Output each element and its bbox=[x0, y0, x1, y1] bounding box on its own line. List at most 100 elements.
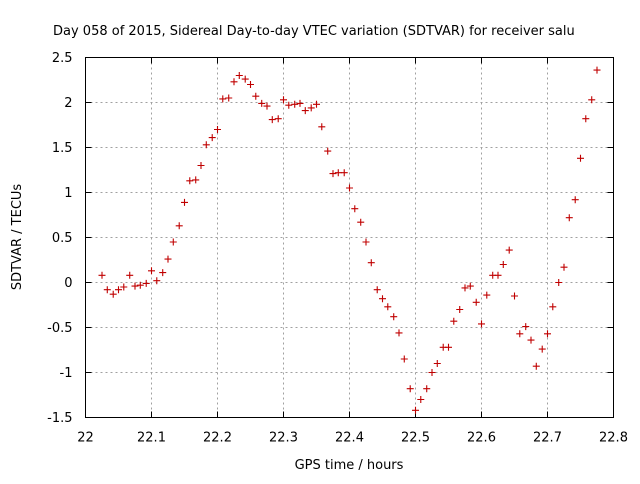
x-tick-label: 22.3 bbox=[269, 431, 298, 446]
data-point bbox=[532, 362, 540, 370]
data-point bbox=[588, 96, 596, 104]
data-point bbox=[522, 323, 530, 331]
data-point bbox=[115, 286, 122, 294]
x-tick-label: 22.6 bbox=[467, 431, 496, 446]
data-point bbox=[291, 100, 299, 108]
data-point bbox=[450, 317, 458, 325]
grid-lines bbox=[85, 57, 614, 418]
x-tick-labels: 22 22.1 22.2 22.3 22.4 22.5 22.6 22.7 22.8 bbox=[77, 431, 628, 446]
data-point bbox=[555, 279, 563, 286]
data-point bbox=[285, 101, 293, 109]
y-tick-label: 2 bbox=[64, 96, 72, 111]
y-tick-label: 2.5 bbox=[52, 51, 73, 66]
data-point bbox=[301, 107, 309, 115]
data-point bbox=[549, 303, 557, 311]
x-axis-label: GPS time / hours bbox=[295, 458, 404, 473]
data-point bbox=[527, 336, 535, 344]
data-point bbox=[280, 96, 287, 104]
data-point bbox=[423, 385, 431, 393]
data-point bbox=[412, 406, 419, 414]
data-point bbox=[516, 330, 524, 338]
x-tick-label: 22.2 bbox=[203, 431, 232, 446]
data-point bbox=[494, 271, 502, 279]
data-point bbox=[329, 170, 337, 178]
y-tick-label: -1 bbox=[60, 366, 73, 381]
data-point bbox=[433, 360, 441, 367]
y-tick-label: 1 bbox=[64, 186, 72, 201]
data-point bbox=[544, 330, 551, 338]
data-point bbox=[483, 291, 491, 299]
chart-title: Day 058 of 2015, Sidereal Day-to-day VTE… bbox=[53, 24, 575, 39]
x-tick-label: 22.5 bbox=[401, 431, 430, 446]
data-point bbox=[362, 238, 370, 246]
data-point bbox=[478, 320, 485, 328]
x-tick-label: 22.8 bbox=[599, 431, 628, 446]
y-tick-label: 1.5 bbox=[52, 141, 73, 156]
data-point bbox=[247, 81, 254, 88]
data-point bbox=[456, 306, 464, 313]
data-point bbox=[390, 313, 398, 321]
data-point bbox=[186, 177, 194, 185]
data-point bbox=[208, 134, 216, 142]
data-point bbox=[241, 75, 249, 83]
data-point bbox=[225, 94, 233, 102]
data-point bbox=[461, 284, 469, 292]
data-point bbox=[235, 72, 243, 79]
data-point bbox=[296, 99, 304, 107]
data-point bbox=[357, 218, 365, 226]
data-point bbox=[538, 345, 546, 353]
data-point bbox=[307, 104, 315, 112]
data-point bbox=[334, 169, 342, 177]
data-point bbox=[202, 141, 210, 149]
data-point bbox=[505, 246, 513, 254]
data-point bbox=[379, 295, 386, 303]
data-point bbox=[346, 184, 353, 192]
data-point bbox=[120, 283, 128, 291]
data-point bbox=[445, 343, 452, 351]
data-point bbox=[214, 126, 221, 133]
data-point bbox=[169, 238, 177, 246]
x-tick-label: 22 bbox=[77, 431, 94, 446]
data-point bbox=[406, 385, 414, 393]
data-point bbox=[593, 66, 601, 74]
plot-frame bbox=[85, 57, 614, 418]
data-point bbox=[159, 269, 167, 277]
x-tick-label: 22.1 bbox=[137, 431, 166, 446]
data-point bbox=[131, 282, 139, 290]
data-point bbox=[466, 282, 474, 290]
data-point bbox=[324, 147, 332, 155]
data-point bbox=[565, 214, 573, 222]
x-tick-label: 22.4 bbox=[335, 431, 364, 446]
data-point bbox=[318, 123, 326, 131]
data-point bbox=[340, 169, 348, 177]
data-point bbox=[511, 292, 518, 300]
y-tick-label: 0.5 bbox=[52, 231, 73, 246]
data-point bbox=[126, 271, 134, 279]
data-point bbox=[103, 286, 111, 294]
data-point bbox=[560, 263, 568, 271]
data-point bbox=[577, 154, 584, 162]
data-point bbox=[417, 396, 425, 403]
data-point bbox=[274, 115, 282, 123]
data-point bbox=[367, 259, 375, 267]
data-point bbox=[582, 115, 590, 123]
data-point bbox=[98, 271, 106, 279]
data-point bbox=[263, 102, 271, 110]
data-point bbox=[142, 279, 150, 287]
data-point bbox=[136, 281, 144, 289]
data-points bbox=[98, 66, 601, 414]
y-tick-label: -0.5 bbox=[47, 321, 72, 336]
y-tick-label: 0 bbox=[64, 276, 72, 291]
data-point bbox=[219, 95, 227, 103]
data-point bbox=[384, 303, 392, 311]
data-point bbox=[499, 261, 507, 268]
y-tick-labels: 2.5 2 1.5 1 0.5 0 -0.5 -1 -1.5 bbox=[47, 51, 72, 426]
data-point bbox=[192, 176, 200, 184]
data-point bbox=[197, 162, 205, 169]
data-point bbox=[268, 116, 276, 124]
data-point bbox=[313, 100, 320, 108]
data-point bbox=[164, 255, 172, 263]
data-point bbox=[175, 222, 183, 230]
data-point bbox=[428, 369, 436, 376]
